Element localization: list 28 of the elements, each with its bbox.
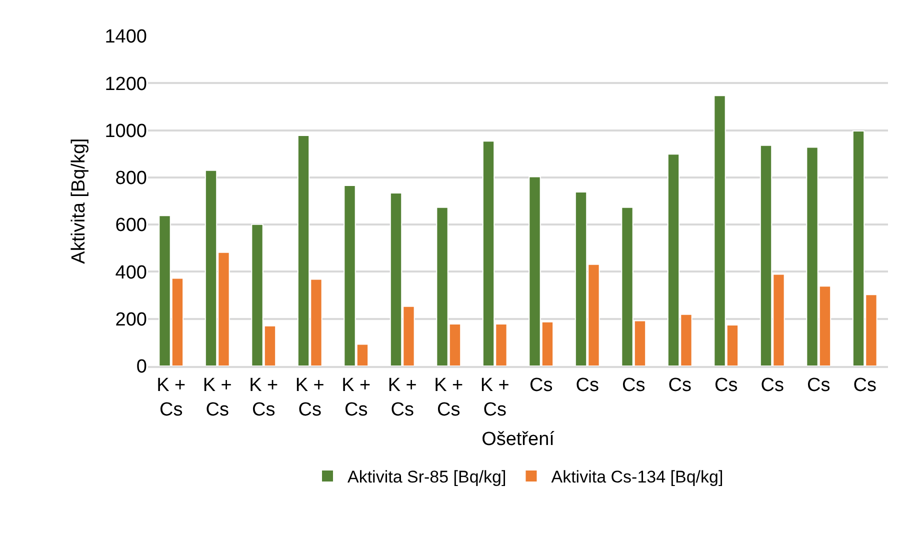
legend-label: Aktivita Sr-85 [Bq/kg] [348,468,506,487]
y-tick-label: 600 [115,215,147,236]
x-axis-title: Ošetření [482,428,556,450]
x-tick-label: K + Cs [202,374,232,420]
x-tick-label: Cs [530,374,553,396]
y-axis-title: Aktivita [Bq/kg] [68,138,90,264]
y-tick-label: 1400 [104,26,147,48]
x-tick-label: K + Cs [434,374,464,420]
x-tick-label: Cs [807,374,830,396]
x-tick-label: K + Cs [480,374,510,420]
x-tick-label: Cs [576,374,599,396]
y-tick-label: 1200 [104,74,147,95]
x-tick-label: K + Cs [342,374,371,420]
y-tick-label: 800 [115,168,147,190]
y-tick-label: 400 [115,262,147,284]
x-tick-label: Cs [760,374,784,396]
x-tick-label: K + Cs [388,374,417,420]
y-tick-label: 1000 [104,120,147,142]
legend-label: Aktivita Cs-134 [Bq/kg] [551,468,724,487]
x-tick-label: K + Cs [156,374,186,420]
x-tick-label: K + Cs [249,374,278,420]
x-tick-label: Cs [853,374,876,396]
y-tick-label: 0 [136,356,147,378]
y-tick-label: 200 [115,310,147,331]
x-tick-label: Cs [622,374,646,396]
x-tick-label: Cs [668,374,692,396]
x-tick-label: K + Cs [295,374,324,420]
x-tick-label: Cs [714,374,738,396]
